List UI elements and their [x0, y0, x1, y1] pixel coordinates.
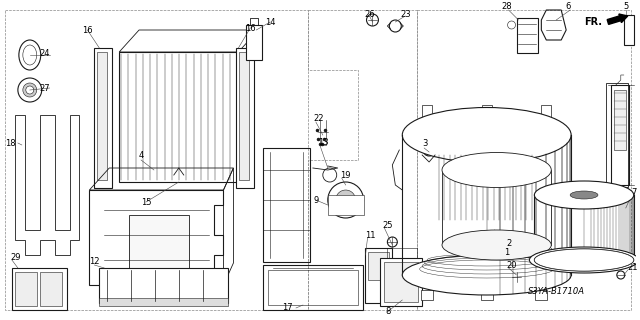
- Text: 25: 25: [383, 220, 393, 229]
- Text: 17: 17: [282, 303, 293, 313]
- Bar: [541, 105, 551, 123]
- Bar: [268, 270, 358, 305]
- Bar: [328, 195, 364, 215]
- Text: 24: 24: [39, 49, 50, 58]
- Ellipse shape: [23, 45, 36, 65]
- Text: 4: 4: [139, 150, 144, 159]
- Text: 1: 1: [504, 247, 510, 257]
- Text: 19: 19: [340, 171, 350, 180]
- Circle shape: [367, 14, 378, 26]
- Text: 12: 12: [90, 258, 100, 267]
- Text: 8: 8: [385, 308, 391, 316]
- Bar: [129, 215, 189, 270]
- Circle shape: [617, 271, 625, 279]
- Text: 16: 16: [245, 23, 255, 33]
- FancyArrow shape: [607, 14, 628, 24]
- Ellipse shape: [534, 249, 634, 271]
- Bar: [97, 52, 108, 180]
- Text: 18: 18: [5, 139, 16, 148]
- Text: 3: 3: [422, 139, 428, 148]
- Text: 7: 7: [632, 188, 637, 196]
- Bar: [624, 15, 634, 45]
- Bar: [365, 248, 392, 303]
- Text: 6: 6: [566, 2, 571, 11]
- Ellipse shape: [534, 249, 634, 271]
- Ellipse shape: [403, 108, 571, 163]
- Text: 13: 13: [318, 138, 328, 147]
- Bar: [99, 298, 228, 306]
- Bar: [119, 52, 238, 182]
- Text: 20: 20: [507, 261, 517, 270]
- Circle shape: [323, 168, 337, 182]
- Text: S3YA-B1710A: S3YA-B1710A: [528, 287, 585, 297]
- Bar: [422, 105, 432, 123]
- Text: 27: 27: [39, 84, 50, 92]
- Ellipse shape: [529, 247, 639, 273]
- Bar: [536, 290, 547, 300]
- Text: 21: 21: [628, 263, 638, 273]
- Text: 26: 26: [364, 10, 375, 19]
- Text: FR.: FR.: [584, 17, 602, 27]
- Circle shape: [423, 144, 435, 156]
- Text: 16: 16: [82, 26, 93, 35]
- Text: 11: 11: [365, 230, 376, 239]
- Bar: [99, 268, 228, 303]
- Bar: [385, 262, 418, 302]
- Ellipse shape: [442, 230, 551, 260]
- Bar: [236, 48, 254, 188]
- Bar: [15, 272, 36, 306]
- Text: 2: 2: [507, 238, 512, 247]
- Circle shape: [389, 20, 401, 32]
- Text: 28: 28: [501, 2, 512, 11]
- Bar: [40, 272, 61, 306]
- Text: 14: 14: [265, 18, 275, 27]
- Bar: [606, 83, 628, 187]
- Circle shape: [336, 190, 356, 210]
- Text: 22: 22: [314, 114, 324, 123]
- Bar: [507, 258, 556, 280]
- Text: 29: 29: [10, 253, 20, 262]
- Text: 5: 5: [623, 2, 628, 11]
- Bar: [367, 252, 389, 280]
- Bar: [246, 25, 262, 60]
- Ellipse shape: [442, 153, 551, 188]
- Text: 15: 15: [141, 197, 151, 206]
- Bar: [614, 90, 626, 150]
- Bar: [94, 48, 112, 188]
- Text: 10: 10: [591, 196, 601, 204]
- Ellipse shape: [570, 191, 598, 199]
- Circle shape: [508, 21, 515, 29]
- Bar: [421, 290, 433, 300]
- Circle shape: [328, 182, 364, 218]
- Bar: [516, 18, 538, 53]
- Bar: [481, 290, 493, 300]
- Ellipse shape: [403, 255, 571, 295]
- Bar: [380, 258, 422, 306]
- Text: 9: 9: [314, 196, 319, 204]
- Text: 23: 23: [400, 10, 411, 19]
- Circle shape: [18, 78, 42, 102]
- Ellipse shape: [19, 40, 41, 70]
- Bar: [611, 85, 628, 185]
- Bar: [482, 105, 492, 123]
- Bar: [239, 52, 250, 180]
- Circle shape: [23, 83, 36, 97]
- Ellipse shape: [534, 181, 634, 209]
- Circle shape: [511, 272, 522, 282]
- Circle shape: [26, 86, 34, 94]
- Circle shape: [387, 237, 397, 247]
- Bar: [12, 268, 67, 310]
